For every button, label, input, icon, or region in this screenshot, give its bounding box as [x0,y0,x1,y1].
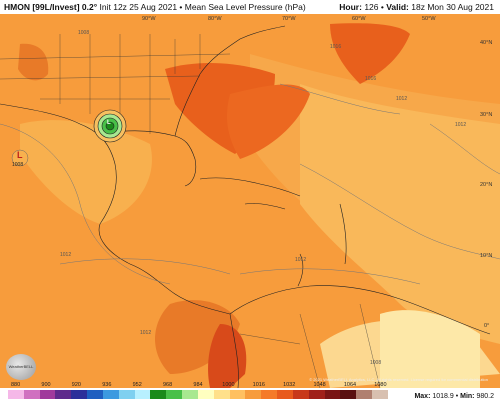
max-min-readout: Max: 1018.9 • Min: 980.2 [414,393,494,400]
colorbar-swatch [261,390,278,399]
max-label: Max: [414,393,431,400]
colorbar-tick: 1032 [283,382,296,388]
colorbar-swatch [372,390,388,399]
lat-label-30n: 30°N [480,112,493,118]
weatherbell-logo: WeatherBELL [6,354,36,380]
colorbar-swatch [340,390,357,399]
header-right: Hour: 126 • Valid: 18z Mon 30 Aug 2021 [339,2,494,12]
colorbar-tick: 920 [71,382,81,388]
valid-time: 18z Mon 30 Aug 2021 [411,2,494,12]
dark-region-offshore [227,84,310,159]
colorbar-tick: 968 [163,382,173,388]
isobar-label-3: 1012 [396,96,408,102]
colorbar-swatch [23,390,40,399]
field-name: Mean Sea Level Pressure (hPa) [184,2,306,12]
lon-label-60w: 60°W [352,16,366,22]
model-name: HMON [99L/Invest] 0.2° [4,2,98,12]
hour-label: Hour: [339,2,362,12]
colorbar-swatch [134,390,151,399]
min-value: 980.2 [476,393,494,400]
isobar-label-8: 1012 [140,330,152,336]
isobar-label-9: 1016 [330,44,342,50]
lat-label-20n: 20°N [480,182,493,188]
header-left: HMON [99L/Invest] 0.2° Init 12z 25 Aug 2… [4,2,306,12]
lon-label-90w: 90°W [142,16,156,22]
colorbar-swatch [292,390,309,399]
colorbar-swatch [8,390,24,399]
dark-region-andes [208,324,247,388]
colorbar-swatch [150,390,167,399]
max-value: 1018.9 [432,393,454,400]
colorbar-swatch [277,390,293,399]
isobar-label-6: 1012 [60,252,72,258]
low-symbol: L [17,150,23,160]
colorbar-swatch [245,390,262,399]
colorbar-swatch [356,390,373,399]
lat-label-0: 0° [484,323,490,329]
colorbar-ticks: 880 900 920 936 952 968 984 1000 1016 10… [8,382,388,390]
colorbar-swatch [87,390,103,399]
colorbar-swatch [55,390,72,399]
isobar-label-4: 1012 [455,122,467,128]
init-time: Init 12z 25 Aug 2021 [99,2,178,12]
valid-label: Valid: [386,2,409,12]
light-region-east-atlantic [300,84,500,344]
low-value: 1008 [12,162,24,168]
colorbar-tick: 880 [11,382,21,388]
dark-region-north-atlantic [330,23,410,84]
lon-label-50w: 50°W [422,16,436,22]
colorbar-legend [8,390,388,399]
colorbar-tick: 900 [41,382,51,388]
colorbar-swatch [118,390,135,399]
light-region-gulf [20,120,152,224]
dark-region-pacific [155,300,240,374]
colorbar-swatch [213,390,230,399]
isobars [0,83,500,285]
header-bar: HMON [99L/Invest] 0.2° Init 12z 25 Aug 2… [0,0,500,14]
colorbar-swatch [71,390,88,399]
colorbar-swatch [324,390,341,399]
state-borders [0,34,381,388]
colorbar-tick: 1000 [222,382,235,388]
isobar-label-5: 1012 [295,257,307,263]
colorbar-tick: 1080 [374,382,387,388]
storm-core [105,121,115,131]
lat-label-40n: 40°N [480,40,493,46]
colorbar-tick: 952 [132,382,142,388]
colorbar-tick: 1064 [343,382,357,388]
colorbar-swatch [39,390,56,399]
copyright-credit: © 2021 WeatherBELL Analytics, LLC. All r… [309,377,488,382]
isobar-label-7: 1008 [370,360,382,366]
hour-value: 126 [364,2,379,12]
colorbar-tick: 1048 [313,382,326,388]
colorbar-swatch [308,390,325,399]
colorbar-swatch [229,390,246,399]
low-marker-circle [11,149,29,167]
colorbar-swatch [182,390,198,399]
colorbar-swatch [197,390,214,399]
isobar-label-1: 1008 [78,30,90,36]
storm-center-label: L [107,120,111,126]
lon-label-70w: 70°W [282,16,296,22]
colorbar-tick: 936 [102,382,112,388]
colorbar-swatch [166,390,183,399]
lon-label-80w: 80°W [208,16,222,22]
isobar-label-2: 1016 [365,76,377,82]
colorbar-swatch [102,390,119,399]
min-label: Min: [460,393,475,400]
coastlines [0,25,491,388]
colorbar-tick: 984 [193,382,203,388]
pressure-map[interactable] [0,14,500,388]
lat-label-10n: 10°N [480,253,493,259]
colorbar-tick: 1016 [252,382,265,388]
storm-system [93,109,127,143]
light-region-amazon [380,310,480,388]
dark-region-west [18,43,49,81]
